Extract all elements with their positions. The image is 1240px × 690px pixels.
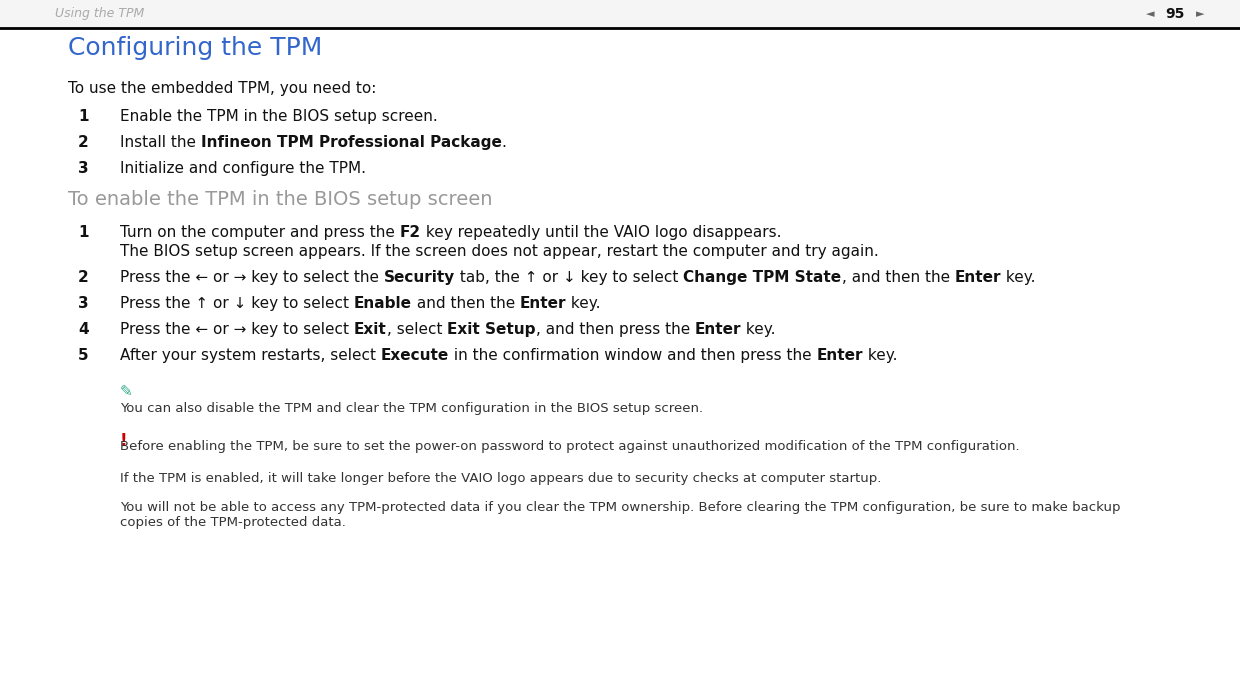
Text: Enable: Enable bbox=[353, 296, 412, 311]
Text: 95: 95 bbox=[1166, 7, 1184, 21]
Text: key.: key. bbox=[567, 296, 601, 311]
Text: Initialize and configure the TPM.: Initialize and configure the TPM. bbox=[120, 161, 366, 176]
Text: To use the embedded TPM, you need to:: To use the embedded TPM, you need to: bbox=[68, 81, 377, 96]
Text: ◄: ◄ bbox=[1146, 9, 1154, 19]
Text: !: ! bbox=[120, 432, 128, 450]
Text: Enable the TPM in the BIOS setup screen.: Enable the TPM in the BIOS setup screen. bbox=[120, 109, 438, 124]
Text: key.: key. bbox=[742, 322, 776, 337]
Text: F2: F2 bbox=[399, 225, 420, 240]
Text: The BIOS setup screen appears. If the screen does not appear, restart the comput: The BIOS setup screen appears. If the sc… bbox=[120, 244, 879, 259]
Text: You will not be able to access any TPM-protected data if you clear the TPM owner: You will not be able to access any TPM-p… bbox=[120, 501, 1121, 529]
Text: , and then press the: , and then press the bbox=[536, 322, 694, 337]
Text: Using the TPM: Using the TPM bbox=[55, 8, 144, 21]
Text: If the TPM is enabled, it will take longer before the VAIO logo appears due to s: If the TPM is enabled, it will take long… bbox=[120, 472, 882, 485]
Text: 1: 1 bbox=[78, 109, 88, 124]
Text: Exit Setup: Exit Setup bbox=[446, 322, 536, 337]
Text: Exit: Exit bbox=[353, 322, 387, 337]
Text: Turn on the computer and press the: Turn on the computer and press the bbox=[120, 225, 399, 240]
Text: 5: 5 bbox=[78, 348, 88, 363]
Text: ►: ► bbox=[1195, 9, 1204, 19]
Text: key.: key. bbox=[1001, 270, 1035, 285]
Text: 2: 2 bbox=[78, 270, 89, 285]
Text: Press the ← or → key to select the: Press the ← or → key to select the bbox=[120, 270, 384, 285]
Text: Press the ← or → key to select: Press the ← or → key to select bbox=[120, 322, 353, 337]
Text: , and then the: , and then the bbox=[842, 270, 955, 285]
Text: 4: 4 bbox=[78, 322, 88, 337]
Text: 1: 1 bbox=[78, 225, 88, 240]
Text: To enable the TPM in the BIOS setup screen: To enable the TPM in the BIOS setup scre… bbox=[68, 190, 492, 209]
Text: Configuring the TPM: Configuring the TPM bbox=[68, 36, 322, 60]
Text: After your system restarts, select: After your system restarts, select bbox=[120, 348, 381, 363]
Text: 3: 3 bbox=[78, 296, 88, 311]
Text: key repeatedly until the VAIO logo disappears.: key repeatedly until the VAIO logo disap… bbox=[420, 225, 781, 240]
Bar bbox=[0, 0, 1240, 28]
Text: Infineon TPM Professional Package: Infineon TPM Professional Package bbox=[201, 135, 502, 150]
Text: key.: key. bbox=[863, 348, 898, 363]
Text: Execute: Execute bbox=[381, 348, 449, 363]
Text: Enter: Enter bbox=[817, 348, 863, 363]
Text: Press the ↑ or ↓ key to select: Press the ↑ or ↓ key to select bbox=[120, 296, 353, 311]
Text: 3: 3 bbox=[78, 161, 88, 176]
Text: Change TPM State: Change TPM State bbox=[683, 270, 842, 285]
Text: and then the: and then the bbox=[412, 296, 520, 311]
Text: Security: Security bbox=[384, 270, 455, 285]
Text: tab, the ↑ or ↓ key to select: tab, the ↑ or ↓ key to select bbox=[455, 270, 683, 285]
Text: Enter: Enter bbox=[694, 322, 742, 337]
Text: You can also disable the TPM and clear the TPM configuration in the BIOS setup s: You can also disable the TPM and clear t… bbox=[120, 402, 703, 415]
Text: .: . bbox=[502, 135, 507, 150]
Text: Enter: Enter bbox=[955, 270, 1001, 285]
Text: Install the: Install the bbox=[120, 135, 201, 150]
Text: , select: , select bbox=[387, 322, 446, 337]
Text: Enter: Enter bbox=[520, 296, 567, 311]
Text: in the confirmation window and then press the: in the confirmation window and then pres… bbox=[449, 348, 817, 363]
Text: ✎: ✎ bbox=[120, 384, 133, 399]
Text: Before enabling the TPM, be sure to set the power-on password to protect against: Before enabling the TPM, be sure to set … bbox=[120, 440, 1019, 453]
Text: 2: 2 bbox=[78, 135, 89, 150]
